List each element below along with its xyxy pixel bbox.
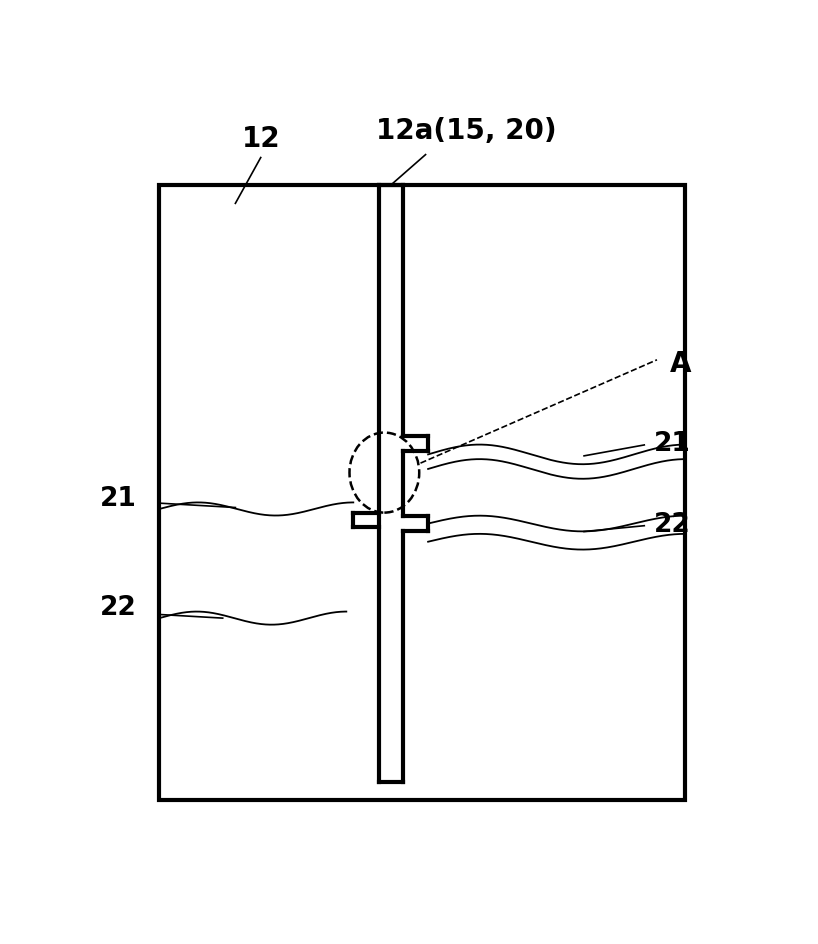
Text: 21: 21 xyxy=(654,431,690,457)
Text: 12: 12 xyxy=(241,126,280,153)
Text: A: A xyxy=(670,350,691,378)
Text: 22: 22 xyxy=(101,595,137,620)
Bar xyxy=(160,186,685,801)
Text: 22: 22 xyxy=(654,511,690,537)
Text: 12a(15, 20): 12a(15, 20) xyxy=(376,116,557,144)
Text: 21: 21 xyxy=(101,485,137,512)
